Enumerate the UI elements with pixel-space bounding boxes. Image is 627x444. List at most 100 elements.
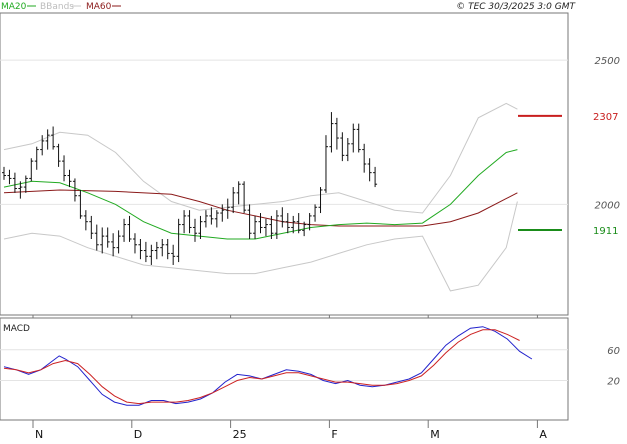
ohlc-bar [318,187,323,214]
ohlc-bar [154,241,159,260]
ohlc-bar [296,213,301,234]
legend-ma20-label: MA20 [1,2,27,12]
ohlc-bar [247,204,252,239]
ohlc-bar [132,233,137,254]
x-tick-label: 25 [233,428,247,440]
legend-ma60-label: MA60 [86,2,112,12]
ohlc-bar [171,244,176,265]
ohlc-bar [116,230,121,254]
ohlc-bar [100,227,105,254]
ohlc-bar [45,129,50,150]
x-tick-label: N [35,428,43,440]
ohlc-bar [7,169,12,185]
ohlc-bar [323,135,328,193]
macd-axis: 60 20 [607,346,620,388]
price-axis: 2500 2000 [595,56,620,211]
bbands-lower-line [3,201,518,292]
ohlc-bar [307,213,312,231]
x-tick-label: M [430,428,440,440]
ohlc-bar [231,187,236,214]
macd-panel-frame [0,317,569,421]
ohlc-bar [94,224,99,251]
copyright-text: © TEC 30/3/2025 3:0 GMT [456,2,576,12]
ohlc-bar [209,207,214,225]
price-panel-frame [0,12,569,316]
x-tick-label: F [331,428,337,440]
ohlc-bar [263,218,268,237]
ohlc-bar [242,181,247,214]
macd-ytick-label: 20 [607,377,620,388]
ohlc-bar [111,233,116,257]
ohlc-bar [334,117,339,150]
ohlc-bar [345,138,350,162]
ohlc-bar [236,181,241,205]
ohlc-bar [220,204,225,222]
ohlc-bar [203,210,208,228]
x-axis: N D 25 F M A [32,315,547,441]
ohlc-bar [269,215,274,239]
ohlc-bar [187,210,192,234]
price-levels: 2307 1911 [518,112,618,237]
ohlc-bar [2,166,6,180]
ohlc-bar [253,215,258,239]
ohlc-bar [182,210,187,234]
ohlc-bar [225,198,230,219]
ohlc-bar [274,210,279,239]
ohlc-bar [313,204,318,222]
price-grid [0,59,568,205]
ohlc-bar [56,143,61,167]
ohlc-bar [23,175,28,193]
ohlc-bar [143,241,148,263]
ohlc-bar [62,155,67,182]
macd-ytick-label: 60 [607,346,620,357]
x-tick-label: A [539,428,547,440]
ohlc-bar [351,123,356,153]
ohlc-bar [34,146,39,170]
price-ytick-label: 2000 [595,200,620,211]
ohlc-bar [89,215,94,239]
ohlc-bar [362,143,367,173]
signal-line [3,329,520,405]
ohlc-bar [291,215,296,234]
macd-title: MACD [3,324,30,334]
ohlc-bar [78,189,83,219]
ohlc-bar [127,215,132,242]
ohlc-bar [67,169,72,188]
support-label: 1911 [593,226,618,237]
bbands-upper-line [3,102,518,214]
ohlc-bar [18,181,23,199]
ohlc-bar [51,126,56,150]
resistance-label: 2307 [593,112,618,123]
ohlc-bar [302,221,307,237]
ohlc-bar [12,172,17,193]
ohlc-bar [83,210,88,231]
ohlc-bar [29,158,34,182]
macd-grid [0,349,568,382]
ohlc-bar [193,218,198,242]
ohlc-bar [367,158,372,182]
ma20-line [3,149,518,240]
ohlc-bar [138,239,143,260]
ohlc-bar [280,207,285,228]
ohlc-bar [373,166,378,188]
ohlc-bar [198,215,203,239]
ohlc-bar [214,210,219,228]
ohlc-bar [160,239,165,257]
price-ohlc-bars [2,112,378,265]
price-indicator-lines [3,102,518,292]
ma60-line [3,189,518,227]
legend-bbands-label: BBands [40,2,74,12]
ohlc-bar [176,218,181,263]
ohlc-bar [356,123,361,153]
ohlc-bar [40,135,45,156]
macd-lines [3,326,533,406]
ohlc-bar [122,218,127,242]
ohlc-bar [149,244,154,265]
ohlc-bar [329,112,334,153]
price-ytick-label: 2500 [595,56,620,67]
ohlc-bar [72,178,77,202]
ohlc-bar [285,213,290,234]
ohlc-bar [165,239,170,260]
